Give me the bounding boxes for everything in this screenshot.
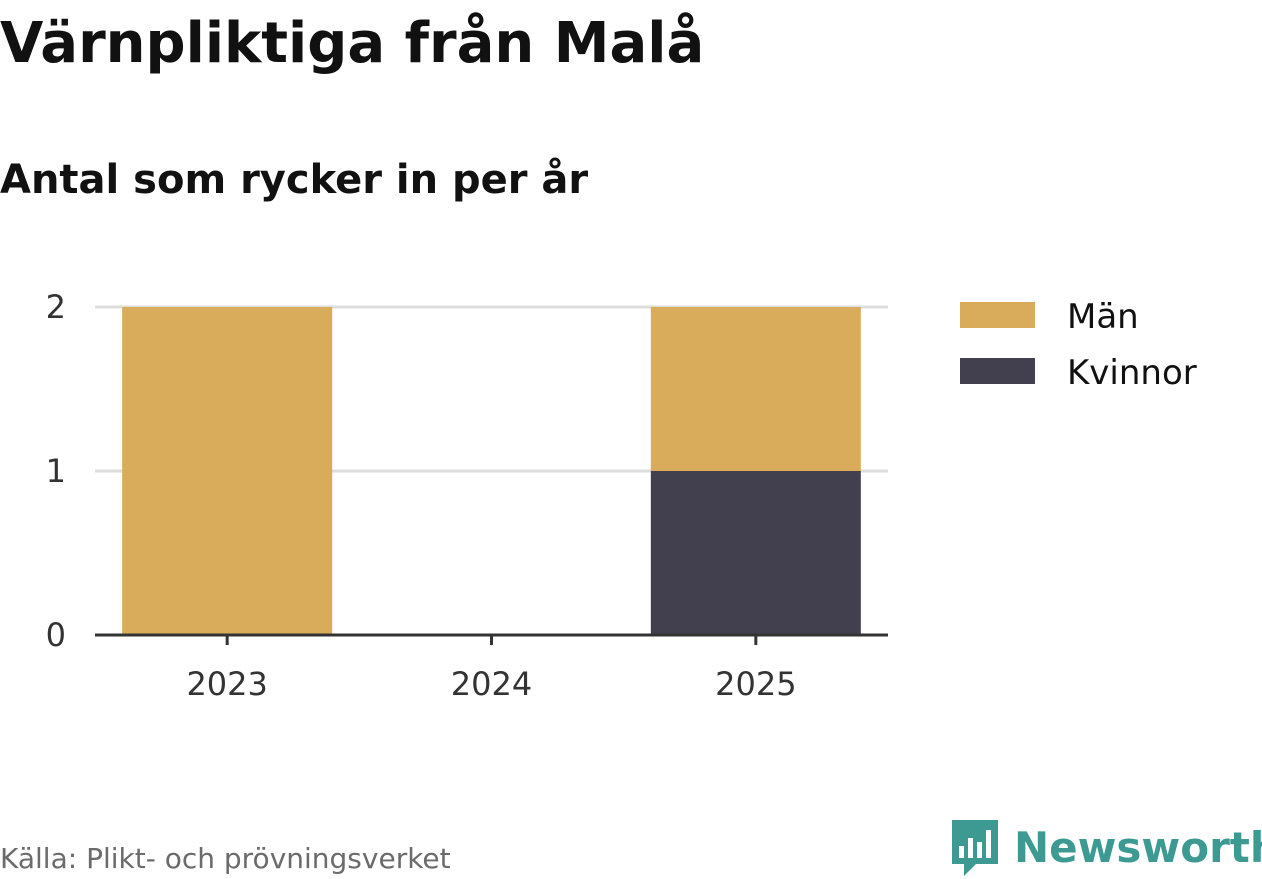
legend: Män Kvinnor xyxy=(960,297,1197,393)
y-tick-label: 1 xyxy=(46,452,66,490)
chart-subtitle: Antal som rycker in per år xyxy=(0,157,589,203)
x-tick-label: 2024 xyxy=(451,665,532,703)
legend-label-kvinnor: Kvinnor xyxy=(1067,353,1197,393)
y-tick-label: 0 xyxy=(46,616,66,654)
brand-logo: Newsworthy xyxy=(950,818,1262,878)
bar-män-2025 xyxy=(650,307,861,471)
bar-kvinnor-2025 xyxy=(650,471,861,635)
bars xyxy=(122,307,861,635)
legend-swatch-män xyxy=(960,302,1035,328)
legend-label-män: Män xyxy=(1067,297,1139,337)
brand-name: Newsworthy xyxy=(1014,823,1262,872)
x-tick-label: 2023 xyxy=(186,665,267,703)
source-note: Källa: Plikt- och prövningsverket xyxy=(0,842,451,875)
chart-title: Värnpliktiga från Malå xyxy=(0,11,705,76)
axes: 0 1 2 2023 2024 2025 xyxy=(46,288,888,703)
bar-män-2023 xyxy=(122,307,333,635)
y-tick-label: 2 xyxy=(46,288,66,326)
legend-swatch-kvinnor xyxy=(960,358,1035,384)
bar-chart-speech-bubble-icon xyxy=(952,820,998,876)
x-tick-label: 2025 xyxy=(715,665,796,703)
